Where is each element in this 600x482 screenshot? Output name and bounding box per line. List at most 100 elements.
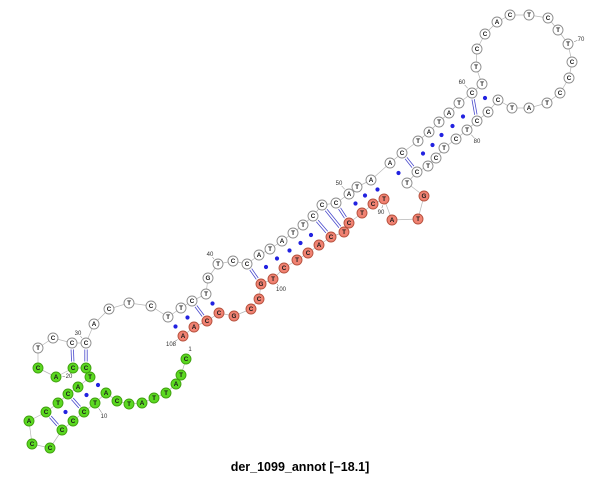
base-letter-2: T [179, 372, 183, 379]
base-pair-dot [482, 95, 488, 101]
base-letter-94: T [342, 229, 346, 236]
base-letter-33: C [149, 303, 154, 310]
base-letter-83: C [434, 155, 439, 162]
nucleotide-58 [443, 107, 455, 119]
nucleotide-33 [145, 300, 157, 312]
base-letter-101: G [259, 281, 264, 288]
base-pair-double-line [249, 269, 257, 280]
base-letter-25: C [36, 365, 41, 372]
position-label-30: 30 [75, 331, 82, 337]
base-pair-dot [362, 193, 368, 198]
base-letter-11: C [82, 409, 87, 416]
nucleotide-83 [430, 152, 442, 164]
nucleotide-86 [401, 177, 413, 189]
nucleotide-16 [23, 415, 35, 427]
base-letter-60: C [470, 90, 475, 97]
base-pair-dot [274, 256, 280, 261]
base-letter-30: A [92, 321, 97, 328]
nucleotide-32 [123, 297, 135, 309]
nucleotide-24 [50, 371, 62, 383]
base-pair-dot [439, 132, 444, 138]
base-pair-double-line [72, 397, 81, 407]
base-pair-dot [185, 315, 190, 320]
base-letter-79: C [475, 118, 480, 125]
nucleotide-98 [291, 254, 303, 266]
position-label-100: 100 [276, 287, 287, 293]
nucleotide-3 [170, 378, 182, 390]
nucleotide-18 [52, 397, 64, 409]
nucleotide-74 [541, 97, 553, 109]
nucleotide-66 [504, 9, 516, 21]
position-label-1: 1 [188, 347, 192, 353]
nucleotide-60 [466, 87, 478, 99]
base-pair-double-line [340, 207, 347, 218]
base-letter-18: T [56, 400, 60, 407]
base-letter-99: C [282, 265, 287, 272]
nucleotide-21 [84, 371, 96, 383]
nucleotide-65 [491, 16, 503, 28]
nucleotide-70 [562, 38, 574, 50]
nucleotide-67 [523, 9, 535, 21]
base-pair-double-line [50, 415, 59, 425]
base-letter-58: A [447, 110, 452, 117]
nucleotide-35 [175, 302, 187, 314]
base-pair-dot [353, 201, 358, 206]
nucleotide-93 [343, 217, 355, 229]
base-letter-31: C [107, 306, 112, 313]
position-label-90: 90 [378, 210, 385, 216]
base-pair-double-line [194, 306, 203, 317]
base-letter-13: C [60, 427, 65, 434]
base-pair-dot [460, 114, 466, 119]
base-letter-34: T [166, 314, 170, 321]
nucleotide-34 [162, 311, 174, 323]
nucleotide-55 [412, 135, 424, 147]
base-letter-21: T [88, 374, 92, 381]
base-letter-38: G [206, 275, 211, 282]
base-letter-100: T [271, 276, 275, 283]
nucleotide-77 [492, 94, 504, 106]
position-label-50: 50 [336, 181, 343, 187]
base-letter-65: A [495, 19, 500, 26]
nucleotide-75 [523, 102, 535, 114]
base-pair-dot [287, 248, 292, 253]
nucleotide-78 [482, 106, 494, 118]
base-letter-61: T [480, 81, 484, 88]
base-letter-68: C [546, 15, 551, 22]
base-letter-3: A [174, 381, 179, 388]
base-letter-52: A [369, 177, 374, 184]
base-letter-36: C [190, 298, 195, 305]
base-letter-105: C [217, 310, 222, 317]
base-letter-55: T [416, 138, 420, 145]
base-letter-4: T [164, 390, 168, 397]
nucleotide-101 [255, 278, 267, 290]
base-letter-73: C [558, 90, 563, 97]
nucleotide-20 [72, 381, 84, 393]
base-pair-double-line [473, 99, 478, 115]
base-letter-95: C [329, 234, 334, 241]
position-label-60: 60 [459, 80, 466, 86]
nucleotide-23 [67, 362, 79, 374]
base-letter-5: T [152, 395, 156, 402]
base-pair-dot [375, 187, 380, 192]
nucleotide-53 [384, 157, 396, 169]
nucleotide-107 [188, 321, 200, 333]
base-letter-56: A [427, 129, 432, 136]
nucleotide-73 [554, 87, 566, 99]
nucleotide-105 [213, 307, 225, 319]
base-pair-double-line [471, 99, 476, 115]
nucleotide-88 [412, 213, 424, 225]
label-tick-90 [381, 205, 383, 209]
nucleotide-95 [325, 231, 337, 243]
nucleotide-52 [365, 174, 377, 186]
base-pair-double-line [71, 399, 80, 409]
nucleotide-39 [212, 258, 224, 270]
nucleotide-29 [80, 337, 92, 349]
base-pair-double-line [251, 268, 259, 279]
nucleotide-30 [88, 318, 100, 330]
base-letter-87: G [422, 193, 427, 200]
nucleotide-50 [343, 188, 355, 200]
base-letter-45: T [291, 230, 295, 237]
nucleotide-26 [32, 342, 44, 354]
nucleotide-54 [396, 147, 408, 159]
